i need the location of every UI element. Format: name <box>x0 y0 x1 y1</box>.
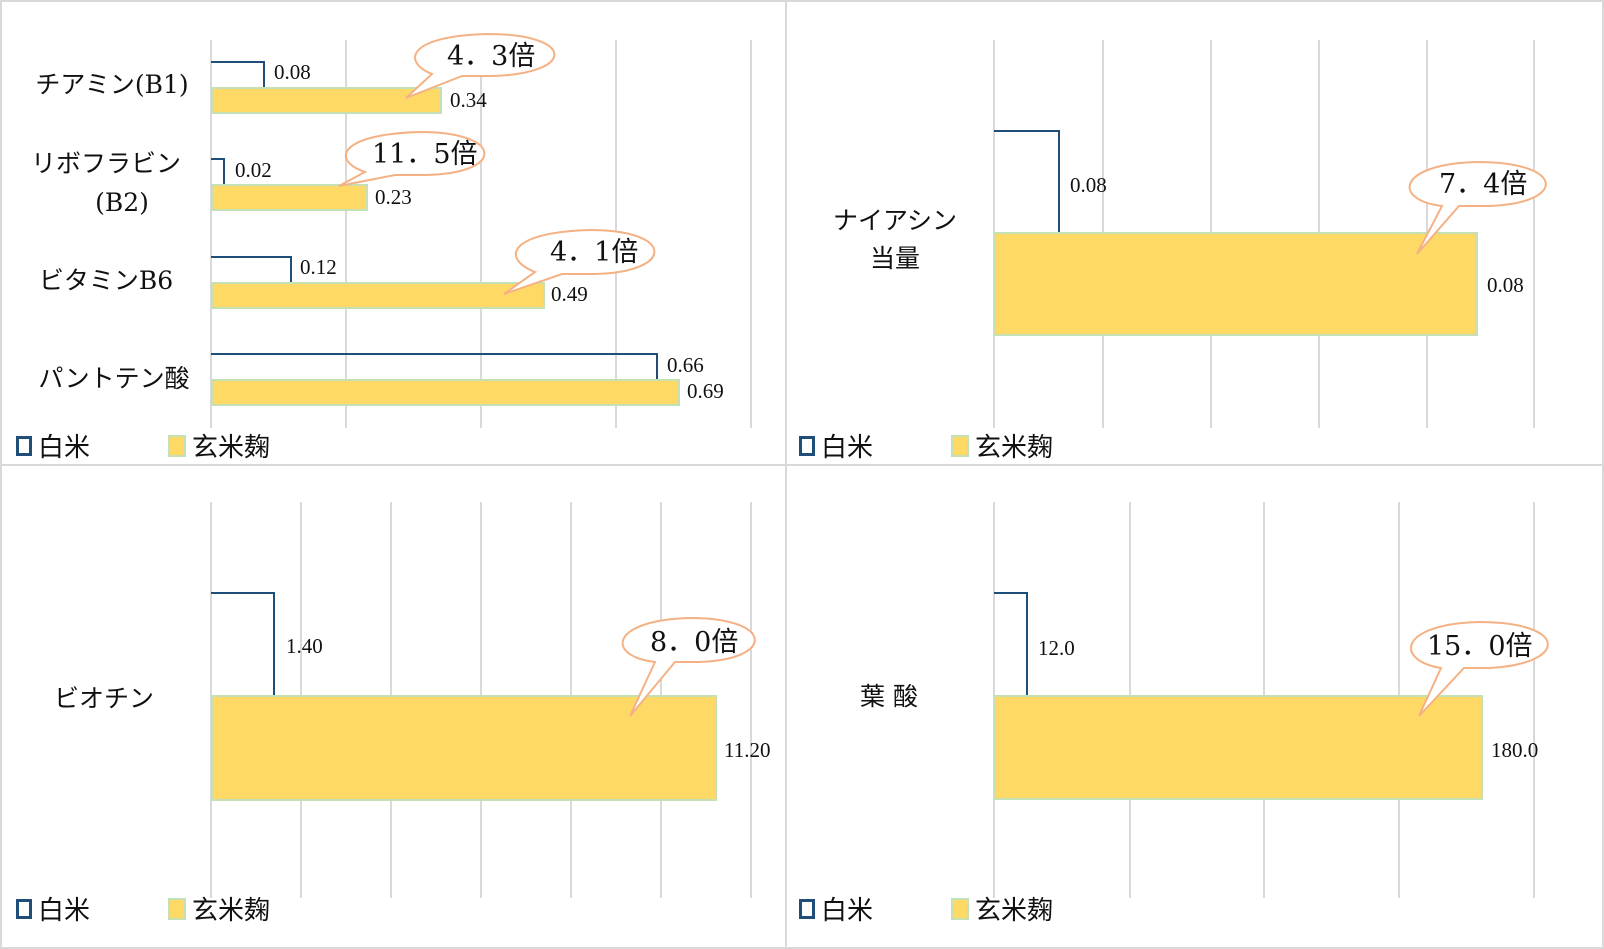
value-label: 0.34 <box>450 88 487 112</box>
category-label: ビオチン <box>53 684 154 713</box>
bar-white-rice <box>211 353 658 379</box>
value-label: 0.08 <box>1487 273 1524 297</box>
category-label: パントテン酸 <box>38 364 190 393</box>
gridline <box>750 502 752 898</box>
bar-white-rice <box>211 592 275 697</box>
legend-label: 玄米麹 <box>975 896 1054 926</box>
legend-label: 白米 <box>38 896 91 926</box>
bar-koji <box>994 232 1478 336</box>
legend-swatch-koji <box>951 897 970 920</box>
legend-label: 玄米麹 <box>192 433 271 463</box>
legend-swatch-koji <box>951 434 970 457</box>
legend-swatch-white-rice <box>16 435 32 456</box>
legend-swatch-white-rice <box>799 435 815 456</box>
legend-label: 白米 <box>38 433 91 463</box>
bar-white-rice <box>211 158 225 184</box>
bar-white-rice <box>994 592 1028 697</box>
bar-koji <box>211 87 442 114</box>
legend-label: 玄米麹 <box>192 896 271 926</box>
chart-panel-biotin: ビオチン 1.40 11.20 8．0倍 白米 玄米麹 <box>0 464 787 949</box>
value-label: 180.0 <box>1491 738 1539 762</box>
bar-koji <box>211 184 368 211</box>
value-label: 11.20 <box>724 738 771 762</box>
category-label: 葉 酸 <box>860 682 918 711</box>
category-label: (B2) <box>95 188 149 217</box>
category-label: ビタミンB6 <box>38 266 174 295</box>
legend-swatch-white-rice <box>16 898 32 919</box>
value-label: 0.69 <box>687 379 724 403</box>
value-label: 0.49 <box>551 282 588 306</box>
value-label: 12.0 <box>1038 636 1075 660</box>
bar-white-rice <box>994 130 1060 233</box>
bar-koji <box>211 282 545 309</box>
legend-label: 白米 <box>821 433 874 463</box>
category-label: ナイアシン <box>832 206 957 235</box>
bar-koji <box>994 695 1483 800</box>
gridline <box>750 40 752 428</box>
legend-swatch-koji <box>168 897 187 920</box>
gridline <box>480 40 482 428</box>
value-label: 0.08 <box>1070 173 1107 197</box>
legend-label: 白米 <box>821 896 874 926</box>
bar-white-rice <box>211 61 265 87</box>
value-label: 0.08 <box>274 60 311 84</box>
value-label: 0.66 <box>667 353 704 377</box>
legend-label: 玄米麹 <box>975 433 1054 463</box>
bar-white-rice <box>211 256 292 282</box>
bar-koji <box>211 379 680 406</box>
legend: 白米 玄米麹 <box>16 427 270 464</box>
value-label: 0.02 <box>235 158 272 182</box>
legend: 白米 玄米麹 <box>799 427 1053 464</box>
category-label: 当量 <box>869 244 920 273</box>
gridline <box>1533 40 1535 428</box>
gridline <box>210 40 212 428</box>
legend-swatch-white-rice <box>799 898 815 919</box>
chart-panel-niacin: ナイアシン 当量 0.08 0.08 7．4倍 白米 玄米麹 <box>785 0 1604 466</box>
legend-swatch-koji <box>168 434 187 457</box>
value-label: 0.12 <box>300 255 337 279</box>
legend: 白米 玄米麹 <box>16 890 270 927</box>
category-label: リボフラビン <box>30 149 181 178</box>
legend: 白米 玄米麹 <box>799 890 1053 927</box>
value-label: 0.23 <box>375 185 412 209</box>
gridline <box>1533 502 1535 898</box>
category-label: チアミン(B1) <box>35 70 189 99</box>
value-label: 1.40 <box>286 634 323 658</box>
chart-panel-b-vitamins: チアミン(B1) 0.08 0.34 リボフラビン (B2) 0.02 0.23… <box>0 0 787 466</box>
chart-panel-folic-acid: 葉 酸 12.0 180.0 15．0倍 白米 玄米麹 <box>785 464 1604 949</box>
gridline <box>345 40 347 428</box>
